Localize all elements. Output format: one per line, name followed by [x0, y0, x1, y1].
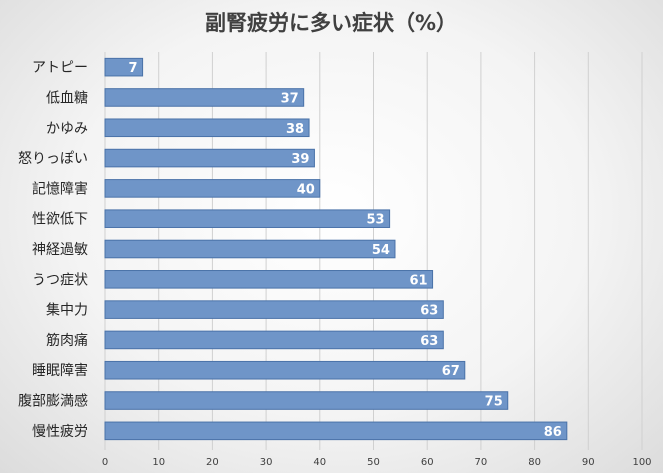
data-label: 61 [409, 273, 427, 288]
bar [104, 57, 144, 77]
data-label: 63 [420, 304, 438, 319]
x-tick-label: 70 [475, 457, 488, 468]
data-label: 54 [372, 243, 390, 258]
category-label: 慢性疲労 [32, 423, 88, 440]
data-label: 37 [281, 91, 299, 106]
data-label: 67 [442, 364, 460, 379]
x-tick-label: 60 [421, 457, 434, 468]
category-label: うつ症状 [32, 272, 88, 288]
category-label: 低血糖 [46, 90, 88, 106]
category-label: 性欲低下 [32, 212, 88, 228]
x-tick-label: 80 [528, 457, 541, 468]
x-tick-labels: 0 10 20 30 40 50 60 70 80 90 100 [102, 457, 652, 468]
x-tick-label: 90 [582, 457, 595, 468]
bar [104, 88, 305, 107]
x-tick-label: 20 [206, 457, 219, 468]
x-tick-label: 100 [632, 457, 651, 468]
category-label: 睡眠障害 [32, 363, 88, 379]
bar [104, 300, 444, 319]
category-label: 腹部膨満感 [18, 393, 88, 410]
bar [104, 179, 321, 198]
category-label: 記憶障害 [32, 180, 88, 197]
bar [104, 421, 568, 441]
data-label: 7 [129, 61, 138, 76]
category-label: 集中力 [46, 302, 88, 319]
bar [104, 239, 396, 259]
chart-title: 副腎疲労に多い症状（%） [205, 11, 457, 35]
data-label: 75 [485, 395, 503, 410]
bar [104, 391, 509, 410]
data-label: 38 [286, 122, 304, 137]
data-label: 40 [297, 182, 315, 197]
x-tick-label: 10 [152, 457, 165, 468]
category-label: 神経過敏 [32, 242, 88, 258]
x-tick-label: 30 [260, 457, 273, 468]
data-label: 53 [367, 213, 385, 228]
bar [104, 118, 310, 138]
bar [104, 270, 434, 289]
bar [104, 209, 391, 228]
category-label: アトピー [32, 60, 88, 76]
x-tick-label: 40 [313, 457, 326, 468]
category-label: 怒りっぽい [18, 151, 88, 167]
bar [104, 360, 466, 380]
data-label: 63 [420, 334, 438, 349]
category-label: かゆみ [46, 121, 88, 137]
bars: 7 37 38 39 40 53 54 61 63 63 67 75 86 [104, 57, 568, 441]
x-tick-label: 0 [102, 457, 108, 468]
data-label: 39 [291, 152, 309, 167]
x-tick-label: 50 [367, 457, 380, 468]
bar [104, 330, 444, 350]
bar [104, 148, 315, 168]
data-label: 86 [544, 425, 562, 440]
category-label: 筋肉痛 [46, 332, 88, 349]
category-labels: アトピー低血糖かゆみ怒りっぽい記憶障害性欲低下神経過敏うつ症状集中力筋肉痛睡眠障… [18, 60, 88, 440]
